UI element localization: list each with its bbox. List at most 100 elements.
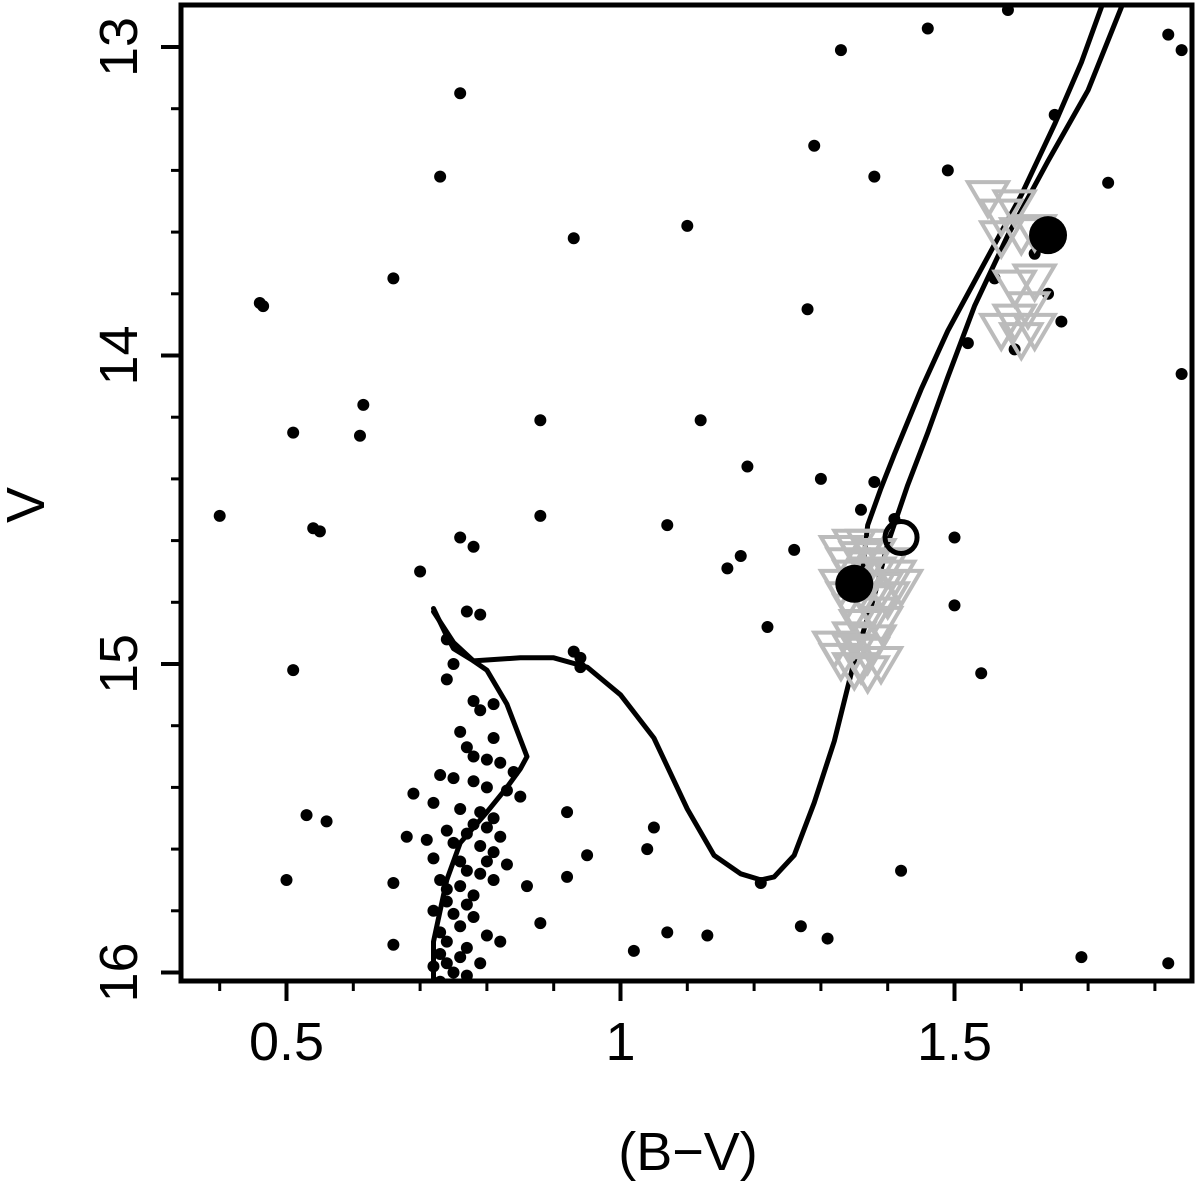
star-point	[447, 658, 460, 670]
star-point	[213, 509, 226, 522]
star-point	[574, 651, 587, 664]
star-point	[447, 966, 460, 979]
star-point	[975, 667, 988, 680]
star-point	[741, 460, 754, 473]
star-point	[467, 910, 480, 923]
star-point	[487, 698, 500, 711]
x-tick-label: 0.5	[249, 1012, 324, 1072]
star-point	[460, 898, 473, 911]
star-point	[400, 830, 413, 843]
star-point	[701, 929, 714, 942]
star-point	[434, 170, 447, 183]
star-point	[434, 947, 447, 960]
star-point	[454, 87, 467, 100]
star-point	[1102, 176, 1115, 189]
star-point	[407, 787, 420, 800]
star-point	[300, 809, 313, 822]
star-point	[454, 531, 467, 544]
star-point	[474, 704, 487, 717]
star-point	[454, 802, 467, 815]
y-tick-label: 16	[89, 942, 149, 1002]
highlight-point	[1029, 216, 1068, 255]
star-point	[454, 951, 467, 964]
star-point	[467, 540, 480, 553]
open-circle-point	[882, 519, 920, 557]
star-point	[641, 843, 654, 856]
star-point	[280, 873, 293, 886]
star-point	[480, 753, 493, 766]
star-point	[427, 796, 440, 809]
star-point	[320, 815, 333, 828]
star-point	[801, 303, 814, 316]
triangle-point	[857, 646, 905, 686]
star-point	[514, 790, 527, 803]
triangle-point	[977, 312, 1025, 353]
star-point	[1055, 315, 1068, 328]
star-point	[357, 398, 370, 411]
star-point	[868, 170, 881, 183]
highlight-point	[835, 564, 874, 603]
star-point	[581, 849, 594, 862]
star-point	[460, 605, 473, 618]
star-point	[647, 821, 660, 834]
star-point	[561, 806, 574, 819]
star-point	[387, 938, 400, 951]
star-point	[467, 775, 480, 788]
star-point	[868, 475, 881, 488]
star-point	[814, 472, 827, 485]
star-point	[567, 232, 580, 245]
star-point	[440, 824, 453, 837]
star-point	[788, 543, 801, 556]
star-point	[480, 821, 493, 834]
star-point	[520, 880, 533, 893]
star-point	[1001, 5, 1014, 16]
x-tick-label: 1	[605, 1012, 635, 1072]
star-point	[487, 732, 500, 745]
star-point	[661, 926, 674, 939]
star-point	[427, 852, 440, 865]
star-point	[480, 929, 493, 942]
triangle-point	[991, 269, 1039, 310]
triangle-point	[1004, 291, 1052, 332]
star-point	[434, 873, 447, 886]
star-point	[287, 664, 300, 677]
star-point	[487, 846, 500, 859]
star-point	[454, 920, 467, 933]
star-point	[948, 599, 961, 612]
star-point	[821, 932, 834, 945]
star-point	[794, 920, 807, 933]
x-axis-title: (B−V)	[618, 1122, 758, 1182]
star-point	[460, 864, 473, 877]
star-point	[761, 620, 774, 633]
star-point	[895, 864, 908, 877]
y-axis-title: V	[0, 487, 56, 523]
star-point	[941, 164, 954, 177]
star-point	[287, 426, 300, 439]
star-point	[480, 855, 493, 868]
data-layer	[213, 5, 1188, 1003]
star-point	[434, 769, 447, 782]
star-point	[734, 550, 747, 563]
star-point	[514, 982, 526, 994]
star-point	[460, 969, 473, 981]
star-point	[534, 917, 547, 930]
star-point	[1162, 28, 1175, 41]
y-axis: 13 14 15 16	[89, 17, 181, 1003]
star-point	[447, 907, 460, 920]
star-point	[494, 935, 507, 948]
y-tick-label: 13	[89, 17, 149, 77]
star-point	[487, 812, 500, 825]
star-point	[1175, 368, 1188, 381]
star-point	[661, 519, 674, 532]
triangle-point	[1011, 312, 1059, 353]
star-point	[454, 725, 467, 738]
star-point	[1109, 991, 1121, 1003]
star-point	[440, 673, 453, 686]
y-tick-label: 14	[89, 325, 149, 385]
star-point	[474, 867, 487, 880]
star-point	[467, 889, 480, 902]
star-point	[440, 935, 453, 948]
star-point	[474, 957, 487, 970]
isochrone-line	[431, 5, 1124, 883]
